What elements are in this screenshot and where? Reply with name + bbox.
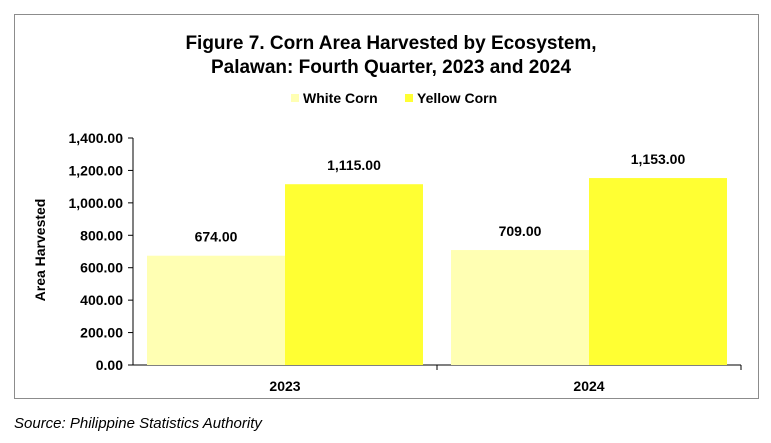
source-note: Source: Philippine Statistics Authority	[14, 415, 262, 432]
y-tick-label: 1,200.00	[69, 162, 124, 178]
x-tick-label: 2023	[269, 378, 300, 394]
data-label: 674.00	[195, 229, 238, 245]
data-label: 1,115.00	[327, 157, 381, 173]
legend-label-1: Yellow Corn	[417, 90, 497, 106]
y-axis-label: Area Harvested	[32, 199, 48, 302]
y-tick-label: 0.00	[96, 357, 123, 373]
y-tick-label: 200.00	[80, 325, 123, 341]
bar-yellow-corn-2024	[589, 178, 727, 365]
data-label: 1,153.00	[631, 151, 686, 167]
data-label: 709.00	[499, 223, 542, 239]
y-tick-label: 600.00	[80, 260, 123, 276]
chart-title-line-2: Palawan: Fourth Quarter, 2023 and 2024	[211, 57, 572, 78]
plot-area: 0.00 200.00 400.00 600.00 800.00 1,000.00 1,20…	[69, 130, 742, 394]
y-tick-label: 1,000.00	[69, 195, 124, 211]
legend-swatch-0	[291, 94, 299, 102]
bar-yellow-corn-2023	[285, 184, 423, 365]
bar-white-corn-2024	[451, 250, 589, 365]
bar-white-corn-2023	[147, 255, 285, 365]
y-tick-label: 800.00	[80, 227, 123, 243]
chart-legend: White Corn Yellow Corn	[291, 90, 497, 106]
x-tick-label: 2024	[573, 378, 604, 394]
y-tick-label: 400.00	[80, 292, 123, 308]
legend-swatch-1	[405, 94, 413, 102]
legend-label-0: White Corn	[303, 90, 378, 106]
chart-title-line-1: Figure 7. Corn Area Harvested by Ecosyst…	[185, 33, 596, 54]
chart-canvas: Figure 7. Corn Area Harvested by Ecosyst…	[32, 33, 742, 394]
chart-frame: Figure 7. Corn Area Harvested by Ecosyst…	[14, 14, 759, 399]
y-tick-label: 1,400.00	[69, 130, 124, 146]
